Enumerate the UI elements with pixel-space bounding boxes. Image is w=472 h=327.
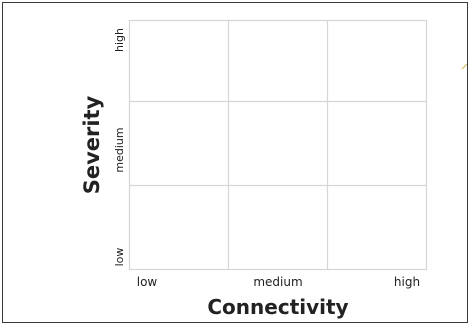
x-tick-medium: medium [253,275,302,289]
y-tick-high: high [113,28,126,52]
diagram-frame: Severity high medium low low medium high… [2,2,468,323]
y-axis-title: Severity [80,95,104,194]
matrix-diagram: Severity high medium low low medium high… [80,19,467,319]
x-tick-low: low [137,275,158,289]
grid-border [128,19,428,271]
x-axis-title: Connectivity [207,295,348,319]
x-tick-high: high [394,275,420,289]
y-tick-medium: medium [113,127,126,172]
accent-mark [461,63,467,70]
y-tick-low: low [113,248,126,267]
